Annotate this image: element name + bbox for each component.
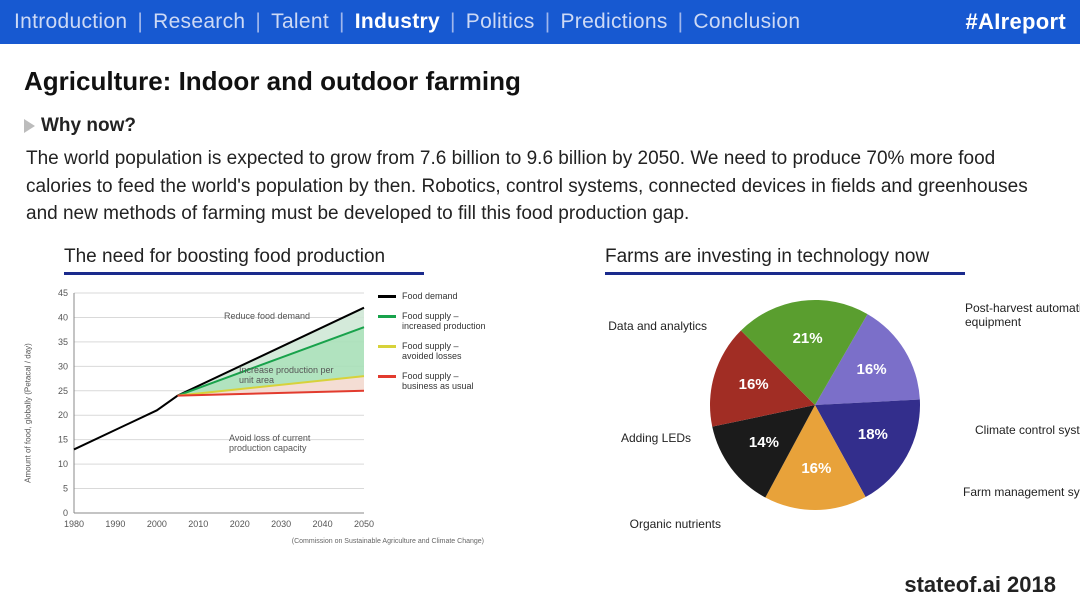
nav-hashtag: #AIreport <box>966 9 1067 35</box>
legend-label: Food supply – increased production <box>402 311 488 331</box>
legend-swatch <box>378 345 396 348</box>
nav-separator: | <box>137 10 143 34</box>
pie-pct-label: 21% <box>793 330 823 347</box>
legend-item: Food supply – increased production <box>378 311 488 331</box>
nav-item-research[interactable]: Research <box>153 10 245 34</box>
nav-item-conclusion[interactable]: Conclusion <box>693 10 800 34</box>
pie-pct-label: 16% <box>857 361 887 378</box>
left-panel: The need for boosting food production Am… <box>34 246 515 543</box>
pie-chart-title: Farms are investing in technology now <box>605 246 965 275</box>
triangle-bullet-icon <box>24 119 35 133</box>
legend-swatch <box>378 315 396 318</box>
legend-label: Food supply – avoided losses <box>402 341 488 361</box>
chart-annotation: Increase production per unit area <box>239 365 349 385</box>
legend-item: Food supply – business as usual <box>378 371 488 391</box>
nav-separator: | <box>339 10 345 34</box>
svg-text:1980: 1980 <box>64 519 84 529</box>
svg-text:10: 10 <box>58 459 68 469</box>
body-paragraph: The world population is expected to grow… <box>26 145 1056 228</box>
legend-label: Food supply – business as usual <box>402 371 488 391</box>
pie-slice-label: Adding LEDs <box>541 431 691 445</box>
nav-items: Introduction | Research | Talent | Industry | Po… <box>14 10 800 34</box>
pie-slice-label: Climate control system <box>975 423 1080 437</box>
line-chart-legend: Food demand Food supply – increased produ… <box>378 291 488 401</box>
pie-pct-label: 16% <box>801 460 831 477</box>
svg-text:2030: 2030 <box>271 519 291 529</box>
nav-item-industry[interactable]: Industry <box>355 10 440 34</box>
pie-slice-label: Data and analytics <box>557 319 707 333</box>
pie-pct-label: 14% <box>749 434 779 451</box>
svg-text:35: 35 <box>58 337 68 347</box>
svg-text:15: 15 <box>58 434 68 444</box>
svg-text:45: 45 <box>58 288 68 298</box>
nav-item-predictions[interactable]: Predictions <box>560 10 667 34</box>
page-title: Agriculture: Indoor and outdoor farming <box>24 66 1056 97</box>
chart-annotation: Avoid loss of current production capacit… <box>229 433 349 453</box>
nav-item-introduction[interactable]: Introduction <box>14 10 127 34</box>
line-chart: Amount of food, globally (Petacal / day)… <box>34 283 494 543</box>
legend-item: Food demand <box>378 291 488 301</box>
svg-text:25: 25 <box>58 385 68 395</box>
svg-text:2010: 2010 <box>188 519 208 529</box>
svg-text:20: 20 <box>58 410 68 420</box>
nav-separator: | <box>545 10 551 34</box>
right-panel: Farms are investing in technology now Po… <box>575 246 1056 543</box>
top-nav: Introduction | Research | Talent | Industry | Po… <box>0 0 1080 44</box>
svg-text:1990: 1990 <box>105 519 125 529</box>
pie-slice-label: Organic nutrients <box>571 517 721 531</box>
line-chart-ylabel: Amount of food, globally (Petacal / day) <box>24 343 33 483</box>
footer-brand: stateof.ai 2018 <box>904 572 1056 598</box>
nav-separator: | <box>255 10 261 34</box>
svg-text:2000: 2000 <box>147 519 167 529</box>
svg-text:0: 0 <box>63 508 68 518</box>
bullet-heading: Why now? <box>24 115 1056 137</box>
legend-item: Food supply – avoided losses <box>378 341 488 361</box>
pie-chart: Post-harvest automation equipmentClimate… <box>575 283 1055 543</box>
pie-pct-label: 16% <box>739 376 769 393</box>
svg-text:2020: 2020 <box>230 519 250 529</box>
svg-text:2040: 2040 <box>313 519 333 529</box>
nav-separator: | <box>450 10 456 34</box>
svg-text:5: 5 <box>63 483 68 493</box>
svg-text:40: 40 <box>58 312 68 322</box>
svg-text:30: 30 <box>58 361 68 371</box>
line-chart-title: The need for boosting food production <box>64 246 424 275</box>
pie-slice-label: Farm management system <box>963 485 1080 499</box>
line-chart-attribution: (Commission on Sustainable Agriculture a… <box>292 538 484 545</box>
legend-swatch <box>378 375 396 378</box>
chart-annotation: Reduce food demand <box>224 311 310 321</box>
pie-slice-label: Post-harvest automation equipment <box>965 301 1080 329</box>
bullet-label: Why now? <box>41 115 136 137</box>
nav-separator: | <box>678 10 684 34</box>
legend-label: Food demand <box>402 291 458 301</box>
nav-item-talent[interactable]: Talent <box>271 10 329 34</box>
legend-swatch <box>378 295 396 298</box>
pie-chart-svg <box>705 295 925 515</box>
nav-item-politics[interactable]: Politics <box>466 10 535 34</box>
pie-pct-label: 18% <box>858 426 888 443</box>
slide-content: Agriculture: Indoor and outdoor farming … <box>0 44 1080 543</box>
svg-text:2050: 2050 <box>354 519 374 529</box>
